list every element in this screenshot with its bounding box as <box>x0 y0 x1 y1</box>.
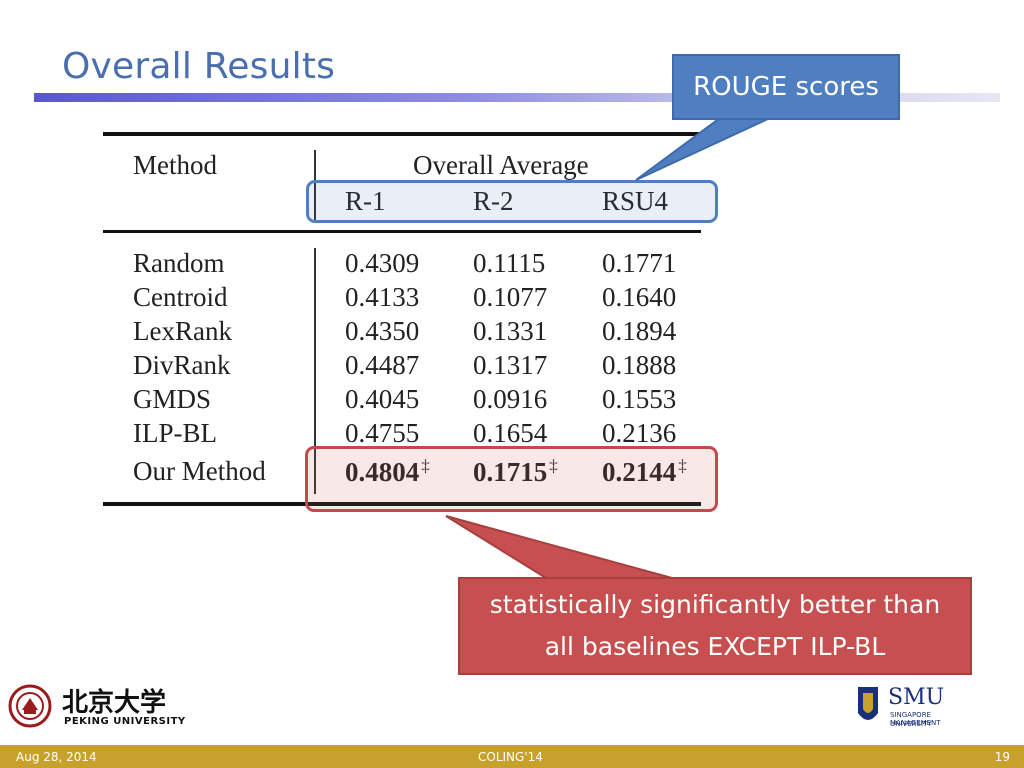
table-row: GMDS 0.4045 0.0916 0.1553 <box>103 384 701 418</box>
significance-callout: statistically significantly better than … <box>458 577 972 675</box>
smu-name: SMU <box>888 685 945 710</box>
footer-page-number: 19 <box>994 750 1010 764</box>
table-body-divider <box>314 248 316 494</box>
row-r1: 0.4487 <box>345 350 420 380</box>
row-method: LexRank <box>133 316 232 346</box>
significance-marker: ‡ <box>678 456 687 475</box>
row-r2: 0.0916 <box>473 384 548 414</box>
row-method: DivRank <box>133 350 231 380</box>
smu-subtitle-1: SINGAPORE MANAGEMENT <box>890 711 941 727</box>
row-r2: 0.1331 <box>473 316 548 346</box>
row-r1: 0.4755 <box>345 418 420 448</box>
results-table: Method Overall Average R-1 R-2 RSU4 Rand… <box>103 132 701 510</box>
table-row: Random 0.4309 0.1115 0.1771 <box>103 248 701 282</box>
significance-marker: ‡ <box>549 456 558 475</box>
row-method: GMDS <box>133 384 212 414</box>
row-rsu4: 0.1771 <box>602 248 677 278</box>
row-method: ILP-BL <box>133 418 217 448</box>
our-method-row-highlight <box>305 446 718 512</box>
row-r1: 0.4133 <box>345 282 420 312</box>
pku-english-name: PEKING UNIVERSITY <box>64 716 186 727</box>
row-r1: 0.4804 ‡ <box>345 456 430 487</box>
row-r1: 0.4350 <box>345 316 420 346</box>
table-bottom-rule <box>103 502 701 506</box>
smu-logo: SMU SINGAPORE MANAGEMENT UNIVERSITY <box>852 683 982 731</box>
table-row: ILP-BL 0.4755 0.1654 0.2136 <box>103 418 701 452</box>
title-underline-bar <box>34 93 1000 102</box>
table-header-divider <box>314 150 316 220</box>
table-top-rule <box>103 132 701 136</box>
row-rsu4: 0.1888 <box>602 350 677 380</box>
row-r1: 0.4309 <box>345 248 420 278</box>
peking-university-logo: 北京大学 PEKING UNIVERSITY <box>8 682 188 732</box>
row-rsu4: 0.2136 <box>602 418 677 448</box>
table-header-rule <box>103 230 701 233</box>
significance-line-1: statistically significantly better than <box>489 590 941 619</box>
slide-title: Overall Results <box>62 46 336 87</box>
header-rsu4: RSU4 <box>602 186 669 216</box>
row-rsu4: 0.1894 <box>602 316 677 346</box>
smu-subtitle-2: UNIVERSITY <box>890 720 932 728</box>
rouge-scores-callout: ROUGE scores <box>672 54 900 120</box>
row-rsu4: 0.1553 <box>602 384 677 414</box>
significance-line-2: all baselines EXCEPT ILP-BL <box>544 632 886 661</box>
pku-chinese-name: 北京大学 <box>62 688 167 718</box>
header-method: Method <box>133 150 217 180</box>
footer-date: Aug 28, 2014 <box>16 750 97 764</box>
header-r2: R-2 <box>473 186 514 216</box>
row-r1: 0.4045 <box>345 384 420 414</box>
table-row: DivRank 0.4487 0.1317 0.1888 <box>103 350 701 384</box>
row-r2: 0.1317 <box>473 350 548 380</box>
row-r2: 0.1077 <box>473 282 548 312</box>
rouge-callout-text: ROUGE scores <box>693 72 879 102</box>
significance-marker: ‡ <box>421 456 430 475</box>
row-r2: 0.1654 <box>473 418 548 448</box>
rouge-columns-highlight <box>306 180 718 223</box>
row-rsu4: 0.2144 ‡ <box>602 456 687 487</box>
row-r2: 0.1115 <box>473 248 546 278</box>
row-method: Centroid <box>133 282 228 312</box>
row-method: Our Method <box>133 456 266 486</box>
row-r2: 0.1715 ‡ <box>473 456 558 487</box>
row-rsu4: 0.1640 <box>602 282 677 312</box>
table-row: Centroid 0.4133 0.1077 0.1640 <box>103 282 701 316</box>
header-overall-average: Overall Average <box>413 150 589 180</box>
footer-conference: COLING'14 <box>478 750 543 764</box>
significance-callout-tail <box>445 515 673 579</box>
table-row: LexRank 0.4350 0.1331 0.1894 <box>103 316 701 350</box>
slide-footer: Aug 28, 2014 COLING'14 19 <box>0 745 1024 768</box>
table-row-our-method: Our Method 0.4804 ‡ 0.1715 ‡ 0.2144 ‡ <box>103 456 701 490</box>
header-r1: R-1 <box>345 186 386 216</box>
row-method: Random <box>133 248 225 278</box>
